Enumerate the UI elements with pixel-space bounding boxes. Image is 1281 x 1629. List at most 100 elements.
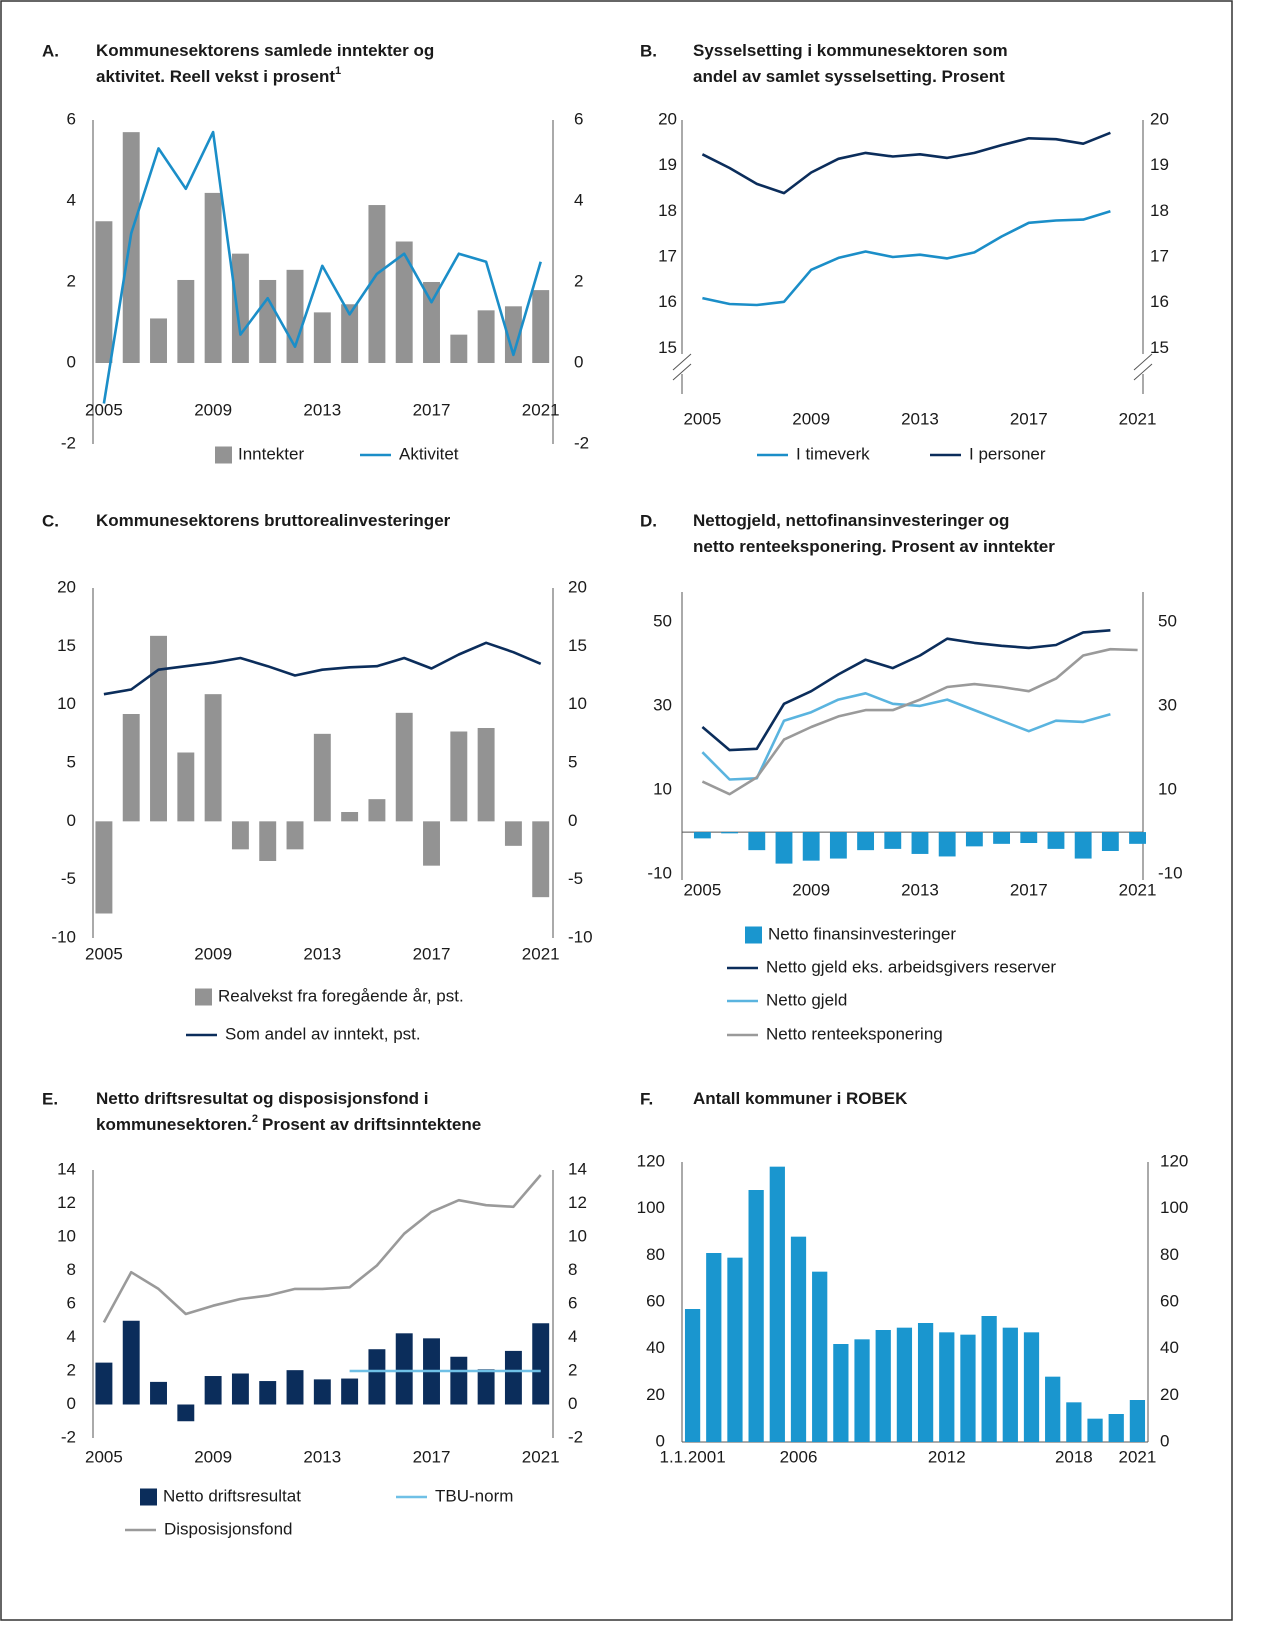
- y-tick-label: 50: [653, 611, 672, 630]
- bar: [150, 318, 167, 363]
- chart-title: Kommunesektorens samlede inntekter og: [96, 41, 434, 60]
- x-tick-label: 2009: [194, 944, 232, 963]
- x-tick-label: 2013: [303, 1447, 341, 1466]
- y-tick-label-right: 17: [1150, 246, 1169, 265]
- y-tick-label-right: 19: [1150, 155, 1169, 174]
- bar: [706, 1253, 722, 1442]
- bar: [95, 821, 113, 914]
- bar: [95, 1362, 113, 1405]
- line: [702, 210, 1111, 307]
- title-line: Antall kommuner i ROBEK: [693, 1089, 908, 1108]
- bar: [1129, 1400, 1146, 1442]
- bar: [177, 752, 195, 822]
- x-tick-label: 2021: [1118, 1447, 1156, 1466]
- bar: [150, 635, 167, 822]
- bar: [532, 821, 550, 898]
- y-tick-label: 5: [67, 752, 76, 771]
- bar: [504, 821, 522, 846]
- x-tick-label: 2021: [522, 1447, 560, 1466]
- panel-label: B.: [640, 41, 657, 60]
- x-tick-label: 1.1.2001: [659, 1447, 725, 1466]
- legend-label: Disposisjonsfond: [164, 1519, 293, 1538]
- legend-label: Inntekter: [238, 444, 304, 463]
- y-tick-label-right: 18: [1150, 201, 1169, 220]
- legend-label: Netto finansinvesteringer: [768, 924, 956, 943]
- bar: [1108, 1414, 1124, 1442]
- y-tick-label: 0: [67, 811, 76, 830]
- y-tick-label: 20: [57, 577, 76, 596]
- x-tick-label: 2018: [1055, 1447, 1093, 1466]
- y-tick-label: 0: [67, 352, 76, 371]
- y-tick-label: 4: [67, 190, 76, 209]
- legend-label: I personer: [969, 444, 1046, 463]
- y-tick-label-right: 0: [574, 352, 583, 371]
- y-tick-label-right: -10: [1158, 864, 1183, 883]
- panel-label: C.: [42, 511, 59, 530]
- y-tick-label: 120: [637, 1151, 665, 1170]
- bar: [939, 1332, 955, 1442]
- y-tick-label: 14: [57, 1159, 76, 1178]
- y-tick-label-right: 15: [568, 636, 587, 655]
- y-tick-label: 10: [57, 1226, 76, 1245]
- y-tick-label-right: 0: [568, 1394, 577, 1413]
- y-tick-label: 15: [57, 636, 76, 655]
- y-tick-label-right: -2: [568, 1427, 583, 1446]
- bar: [231, 821, 249, 850]
- bar: [721, 832, 739, 834]
- bar: [790, 1236, 807, 1442]
- y-tick-label-right: 50: [1158, 611, 1177, 630]
- panel-label: A.: [42, 41, 59, 60]
- y-tick-label: 15: [658, 338, 677, 357]
- bar: [395, 712, 413, 822]
- bar: [150, 1381, 167, 1405]
- chart-title: Kommunesektorens bruttorealinvesteringer: [96, 511, 451, 530]
- bar: [286, 821, 304, 850]
- bar: [368, 799, 386, 822]
- bar: [748, 1190, 764, 1442]
- x-tick-label: 2021: [522, 944, 560, 963]
- y-tick-label-right: 10: [568, 1226, 587, 1245]
- chart-title: Sysselsetting i kommunesektoren som: [693, 41, 1008, 60]
- y-tick-label: 12: [57, 1193, 76, 1212]
- bar: [532, 290, 550, 363]
- y-tick-label: 2: [67, 1360, 76, 1379]
- bar: [684, 1309, 701, 1442]
- x-tick-label: 2012: [928, 1447, 966, 1466]
- bar: [1101, 832, 1119, 851]
- legend-label: Netto gjeld: [766, 990, 847, 1009]
- y-tick-label-right: 6: [574, 109, 583, 128]
- y-tick-label: 0: [67, 1394, 76, 1413]
- y-tick-label-right: 20: [1150, 109, 1169, 128]
- x-tick-label: 2021: [1119, 409, 1157, 428]
- bar: [1074, 832, 1092, 859]
- chart-title: kommunesektoren.2 Prosent av driftsinntek…: [96, 1113, 481, 1135]
- bar: [286, 269, 304, 363]
- y-tick-label-right: 20: [568, 577, 587, 596]
- title-line: kommunesektoren.: [96, 1115, 252, 1134]
- bar: [122, 714, 140, 822]
- title-footnote: 1: [335, 65, 341, 77]
- x-tick-label: 2009: [792, 880, 830, 899]
- y-tick-label: 2: [67, 271, 76, 290]
- y-tick-label: 60: [646, 1291, 665, 1310]
- y-tick-label-right: 120: [1160, 1151, 1188, 1170]
- bar: [204, 192, 222, 363]
- x-tick-label: 2017: [1010, 880, 1048, 899]
- y-tick-label: 8: [67, 1260, 76, 1279]
- legend-label: TBU-norm: [435, 1486, 513, 1505]
- chart-title: Netto driftsresultat og disposisjonsfond…: [96, 1089, 428, 1108]
- y-tick-label: 10: [57, 694, 76, 713]
- y-tick-label-right: 8: [568, 1260, 577, 1279]
- y-tick-label: 20: [658, 109, 677, 128]
- legend-swatch: [140, 1488, 157, 1506]
- line: [103, 641, 542, 696]
- bar: [960, 1334, 976, 1442]
- axis-break: [1133, 363, 1153, 381]
- bar: [1020, 832, 1038, 844]
- bar: [1023, 1332, 1040, 1442]
- y-tick-label-right: 60: [1160, 1291, 1179, 1310]
- bar: [450, 334, 468, 363]
- bar: [1045, 1376, 1061, 1442]
- bar: [313, 312, 331, 363]
- bar: [477, 310, 495, 363]
